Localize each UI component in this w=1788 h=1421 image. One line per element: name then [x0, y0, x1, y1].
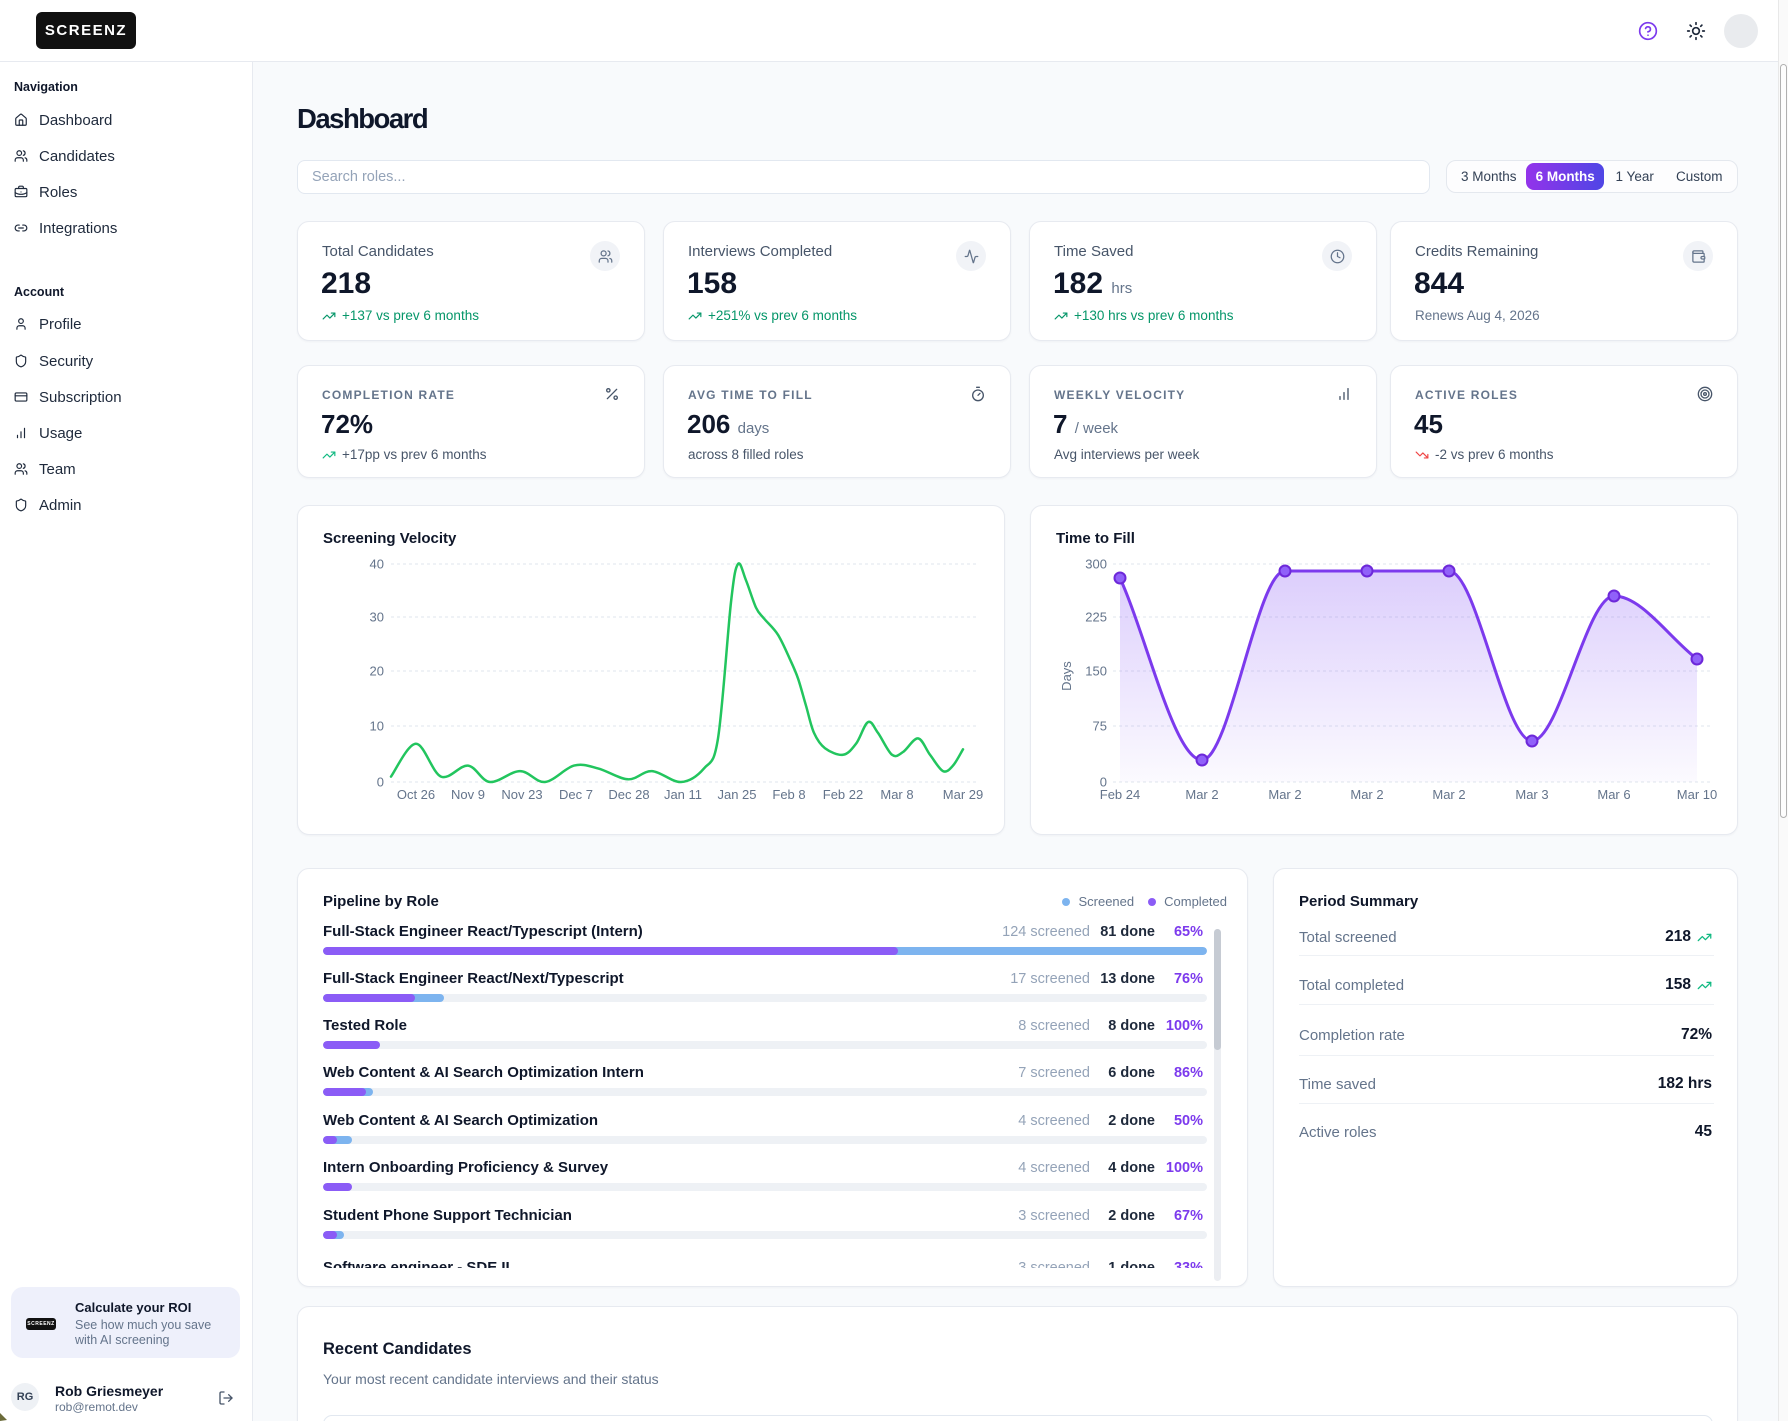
- svg-text:Mar 29: Mar 29: [943, 787, 983, 802]
- svg-text:Feb 22: Feb 22: [823, 787, 863, 802]
- svg-text:Feb 8: Feb 8: [772, 787, 805, 802]
- svg-text:Days: Days: [1059, 661, 1074, 691]
- svg-text:30: 30: [370, 610, 384, 625]
- svg-text:300: 300: [1085, 557, 1107, 572]
- svg-text:Oct 26: Oct 26: [397, 787, 435, 802]
- svg-text:20: 20: [370, 664, 384, 679]
- svg-text:Mar 2: Mar 2: [1185, 787, 1218, 802]
- svg-text:Jan 25: Jan 25: [717, 787, 756, 802]
- svg-text:75: 75: [1093, 719, 1107, 734]
- svg-text:Mar 2: Mar 2: [1268, 787, 1301, 802]
- svg-text:Jan 11: Jan 11: [664, 787, 702, 802]
- svg-text:Nov 23: Nov 23: [501, 787, 542, 802]
- svg-text:Mar 3: Mar 3: [1515, 787, 1548, 802]
- svg-text:Dec 28: Dec 28: [608, 787, 649, 802]
- svg-text:Mar 8: Mar 8: [880, 787, 913, 802]
- svg-text:0: 0: [1100, 775, 1107, 790]
- svg-text:225: 225: [1085, 610, 1107, 625]
- svg-text:Dec 7: Dec 7: [559, 787, 593, 802]
- svg-text:150: 150: [1085, 664, 1107, 679]
- svg-text:Feb 24: Feb 24: [1100, 787, 1140, 802]
- svg-text:Nov 9: Nov 9: [451, 787, 485, 802]
- svg-text:Mar 10: Mar 10: [1677, 787, 1717, 802]
- svg-text:Mar 2: Mar 2: [1432, 787, 1465, 802]
- svg-text:0: 0: [377, 775, 384, 790]
- svg-text:10: 10: [370, 719, 384, 734]
- svg-text:Mar 2: Mar 2: [1350, 787, 1383, 802]
- svg-text:Mar 6: Mar 6: [1597, 787, 1630, 802]
- svg-text:40: 40: [370, 557, 384, 572]
